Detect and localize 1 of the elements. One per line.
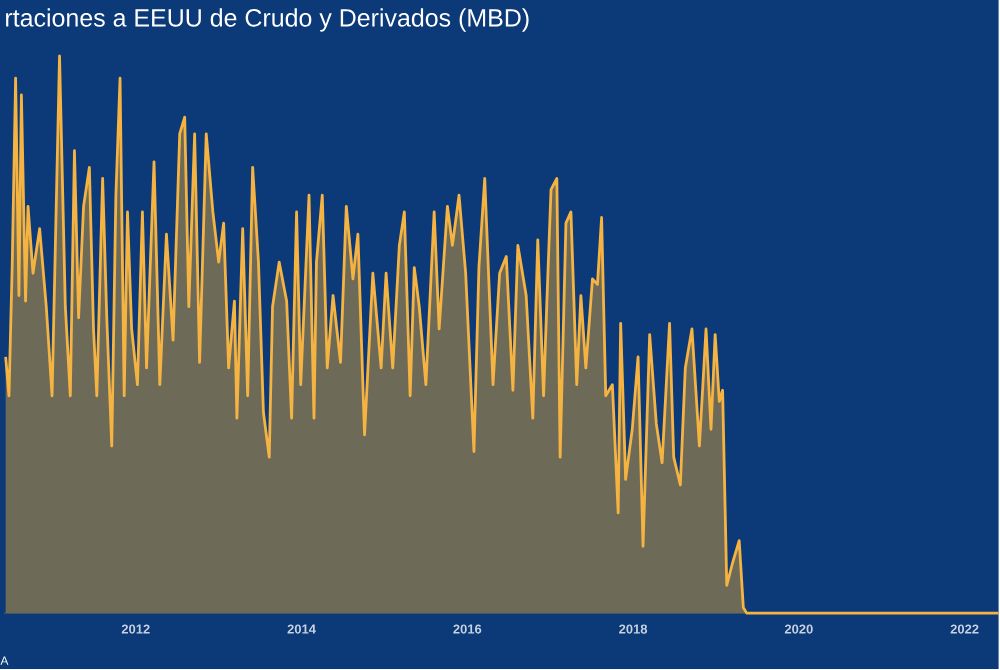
chart-title: rtaciones a EEUU de Crudo y Derivados (MBD)	[6, 8, 529, 33]
